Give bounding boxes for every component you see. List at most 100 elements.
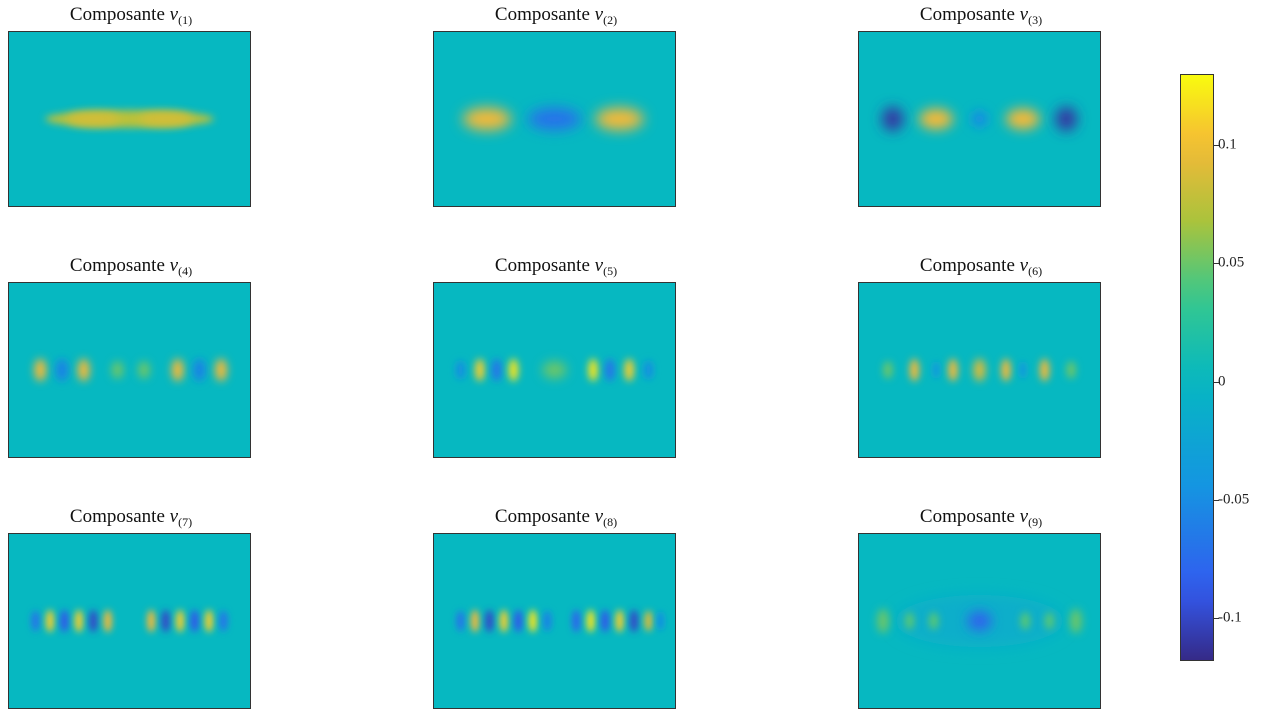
heatmap-blob [74,609,84,633]
heatmap-blob [883,361,893,379]
heatmap-blob [1006,108,1040,130]
heatmap-blob [499,609,509,633]
heatmap-canvas [859,534,1100,708]
colorbar-tick-label: 0.05 [1218,254,1245,271]
heatmap-blob [455,360,466,380]
heatmap-blob [629,609,639,633]
heatmap-blob [77,358,90,382]
colorbar [1180,74,1214,661]
heatmap-canvas [434,534,675,708]
heatmap-canvas [9,283,250,457]
heatmap-blob [1069,608,1082,634]
heatmap-blob [66,112,120,126]
colorbar-tick [1214,618,1219,620]
heatmap-blob [967,611,992,631]
heatmap-blob [586,609,595,633]
heatmap-blob [34,358,47,382]
heatmap-blob [1019,361,1027,379]
heatmap-canvas [9,32,250,206]
panel-title-9: Composante v(9) [919,506,1043,529]
heatmap-blob [193,358,206,382]
heatmap-blob [204,609,214,633]
heatmap-blob [643,360,654,380]
heatmap-blob [111,361,124,379]
heatmap-blob [528,609,537,633]
colorbar-tick [1214,263,1219,265]
panel-title-7: Composante v(7) [69,506,193,529]
heatmap-panel-3 [858,31,1101,207]
heatmap-blob [139,112,193,126]
panel-title-4: Composante v(4) [69,255,193,278]
heatmap-blob [595,107,644,131]
colorbar-tick [1214,500,1219,501]
panel-title-6: Composante v(6) [919,255,1043,278]
panel-title-3: Composante v(3) [919,4,1043,27]
heatmap-blob [190,609,199,633]
panel-title-1: Composante v(1) [69,4,193,27]
heatmap-blob [928,612,939,630]
heatmap-blob [1066,361,1076,379]
heatmap-blob [171,358,184,382]
panel-title-5: Composante v(5) [494,255,618,278]
heatmap-blob [909,358,920,382]
heatmap-canvas [434,283,675,457]
heatmap-blob [514,609,523,633]
heatmap-blob [1001,358,1011,382]
heatmap-blob [588,358,598,382]
heatmap-background [434,534,675,708]
heatmap-blob [491,358,502,382]
heatmap-blob [31,610,40,632]
heatmap-blob [89,609,98,633]
heatmap-blob [60,609,69,633]
heatmap-blob [528,107,581,131]
heatmap-panel-7 [8,533,251,709]
colorbar-tick-label: 0.1 [1218,136,1237,153]
heatmap-blob [572,609,581,633]
heatmap-blob [1039,358,1050,382]
heatmap-blob [470,609,480,633]
heatmap-blob [542,361,567,379]
heatmap-blob [215,358,228,382]
heatmap-panel-2 [433,31,676,207]
heatmap-blob [103,609,113,633]
heatmap-blob [147,609,156,633]
heatmap-blob [508,358,519,382]
heatmap-blob [138,361,150,379]
heatmap-blob [656,611,665,631]
heatmap-blob [175,609,185,633]
heatmap-blob [971,110,988,128]
heatmap-canvas [434,32,675,206]
heatmap-blob [462,107,512,131]
colorbar-tick-label: 0 [1218,373,1226,390]
heatmap-blob [485,609,494,633]
heatmap-blob [219,610,228,632]
heatmap-blob [475,358,485,382]
heatmap-blob [161,609,170,633]
heatmap-blob [919,108,953,130]
heatmap-blob [456,610,465,632]
heatmap-background [9,283,250,457]
heatmap-blob [45,609,55,633]
heatmap-blob [1055,106,1078,132]
heatmap-blob [605,358,615,382]
heatmap-blob [56,358,68,382]
heatmap-blob [932,361,940,379]
panel-title-8: Composante v(8) [494,506,618,529]
heatmap-panel-6 [858,282,1101,458]
heatmap-blob [1044,612,1055,630]
heatmap-blob [877,608,890,634]
heatmap-blob [600,609,610,633]
heatmap-blob [615,609,624,633]
colorbar-tick-label: -0.05 [1218,491,1250,508]
heatmap-canvas [859,32,1100,206]
heatmap-blob [948,358,958,382]
panel-title-2: Composante v(2) [494,4,618,27]
colorbar-tick [1214,381,1219,383]
heatmap-blob [543,610,552,632]
colorbar-tick [1214,145,1219,146]
colorbar-tick-label: -0.1 [1218,609,1242,626]
heatmap-blob [624,358,634,382]
heatmap-canvas [9,534,250,708]
heatmap-panel-8 [433,533,676,709]
heatmap-panel-1 [8,31,251,207]
